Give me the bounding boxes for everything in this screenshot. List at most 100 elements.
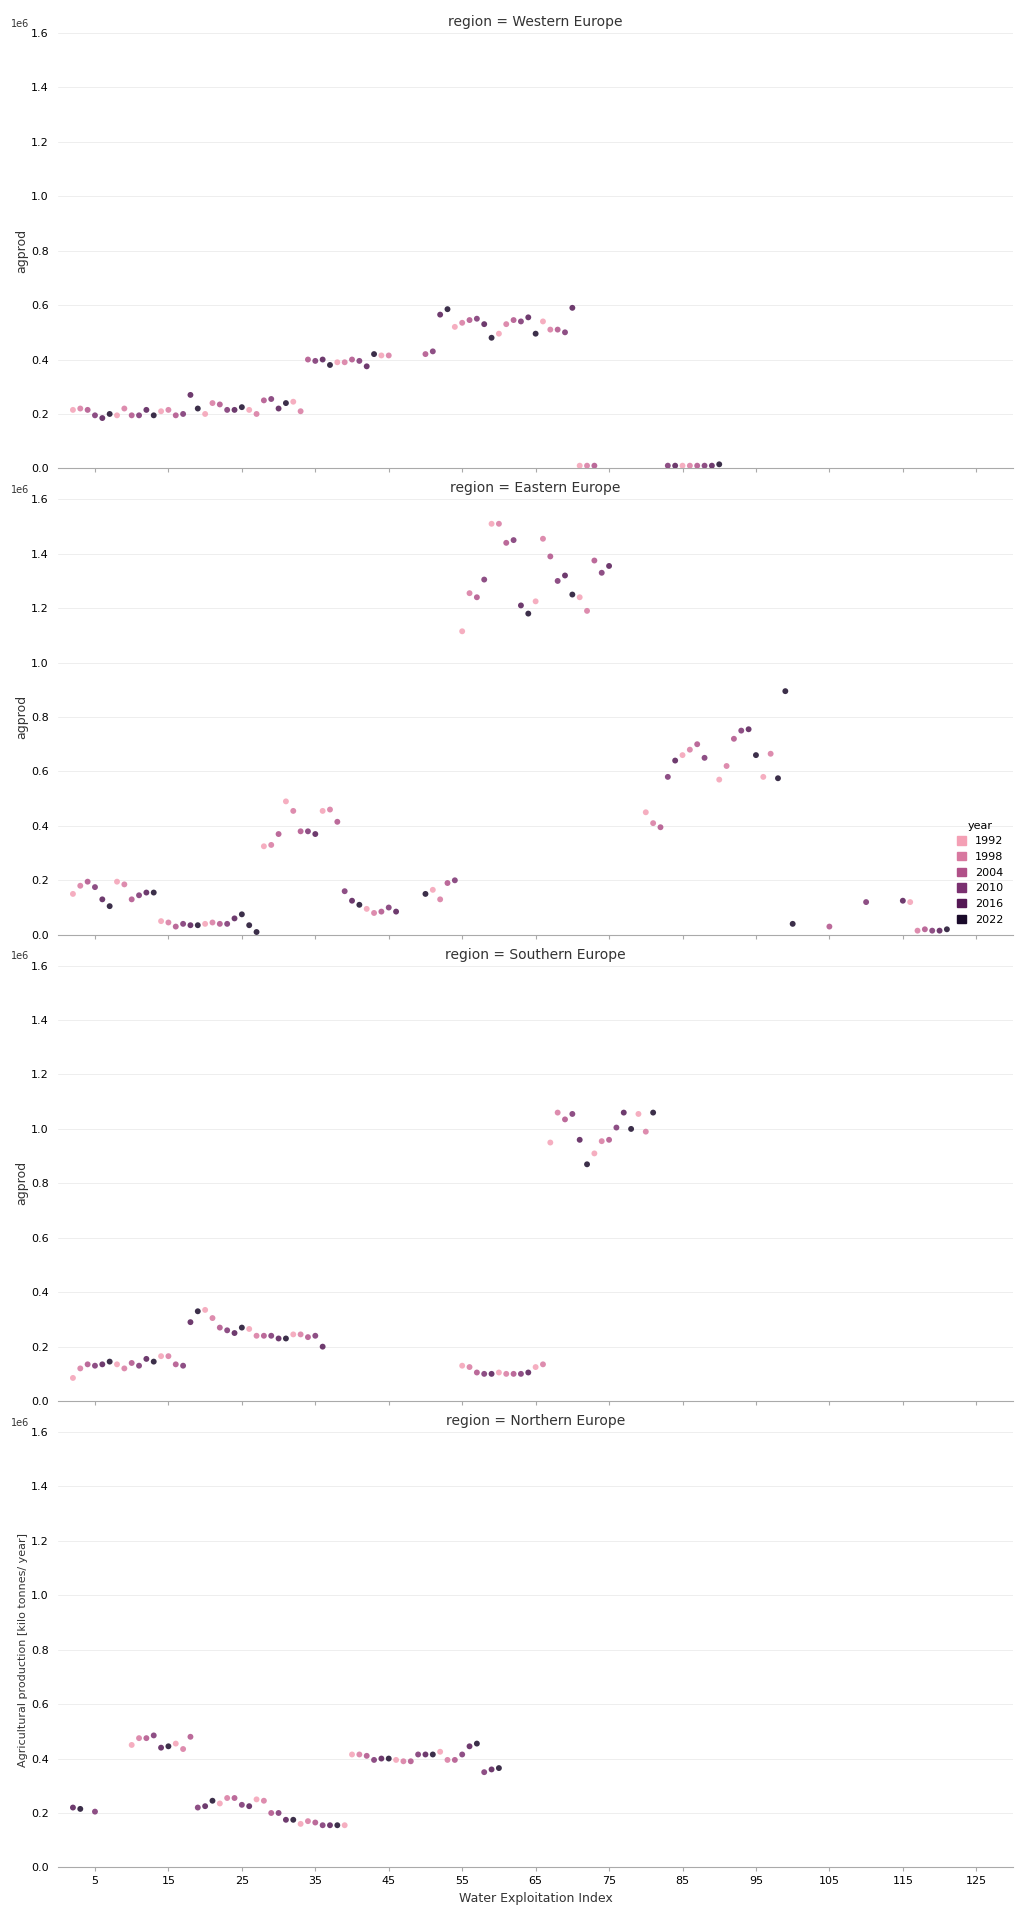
Point [432,883,448,914]
Point [373,340,390,371]
Point [454,307,471,338]
Point [65,1363,81,1394]
Point [410,1740,427,1770]
Point [168,1350,184,1380]
Point [249,1321,265,1352]
Point [600,551,617,582]
Point [462,1732,478,1763]
Point [292,816,308,847]
Point [454,1350,471,1380]
Point [343,1740,360,1770]
Point [189,394,206,424]
Point [894,885,911,916]
Text: 1e6: 1e6 [10,486,29,495]
Point [168,912,184,943]
Point [557,1104,574,1135]
Point [469,1357,485,1388]
Point [315,1811,331,1841]
Point [146,877,162,908]
Point [490,1357,507,1388]
Point [256,386,272,417]
Point [123,883,140,914]
Point [711,764,728,795]
Point [95,1350,111,1380]
Point [315,344,331,374]
Point [212,1311,228,1342]
Point [483,1755,500,1786]
Y-axis label: agprod: agprod [15,695,28,739]
Point [102,399,118,430]
Point [689,451,705,482]
Point [645,1096,661,1127]
Point [292,1319,308,1350]
Point [527,1352,544,1382]
Point [600,1125,617,1156]
Point [777,676,794,707]
Point [366,899,382,929]
Point [212,1788,228,1818]
Point [542,541,558,572]
Point [476,309,492,340]
Point [483,509,500,540]
Point [469,1728,485,1759]
Point [425,336,441,367]
Point [131,1350,147,1380]
Point [483,1359,500,1390]
Point [674,739,691,770]
Point [160,1732,177,1763]
Point [226,902,243,933]
Point [146,1346,162,1377]
Point [359,351,375,382]
Point [189,1791,206,1822]
Point [490,319,507,349]
Point [637,1116,654,1146]
Point [476,1757,492,1788]
Point [763,739,779,770]
Point [278,1323,294,1354]
Point [549,315,565,346]
Point [726,724,742,755]
Point [138,1722,154,1753]
Point [586,545,602,576]
Point [329,1811,345,1841]
Point [329,806,345,837]
Text: 1e6: 1e6 [10,950,29,962]
Point [270,818,287,849]
Point [535,1350,551,1380]
Point [131,399,147,430]
Point [542,1127,558,1158]
X-axis label: Water Exploitation Index: Water Exploitation Index [458,1891,613,1905]
Point [513,589,529,620]
Point [263,1797,280,1828]
Point [241,910,257,941]
Point [329,348,345,378]
Point [219,1782,235,1812]
Point [285,1319,301,1350]
Point [241,1313,257,1344]
Point [719,751,735,781]
Point [667,451,684,482]
Point [182,1722,198,1753]
Point [439,868,455,899]
Point [197,399,214,430]
Point [821,912,838,943]
Point [564,1098,581,1129]
Point [95,403,111,434]
Text: 1e6: 1e6 [10,1417,29,1428]
Point [366,1745,382,1776]
Point [637,797,654,828]
Point [417,1740,434,1770]
Point [197,1791,214,1822]
Point [439,294,455,324]
Point [197,1294,214,1325]
Point [72,870,88,900]
Point [593,1125,610,1156]
Legend: 1992, 1998, 2004, 2010, 2016, 2022: 1992, 1998, 2004, 2010, 2016, 2022 [952,816,1007,929]
Point [72,1354,88,1384]
Point [535,524,551,555]
Point [307,346,324,376]
Point [469,303,485,334]
Point [138,394,154,424]
Point [146,1720,162,1751]
Point [102,1346,118,1377]
